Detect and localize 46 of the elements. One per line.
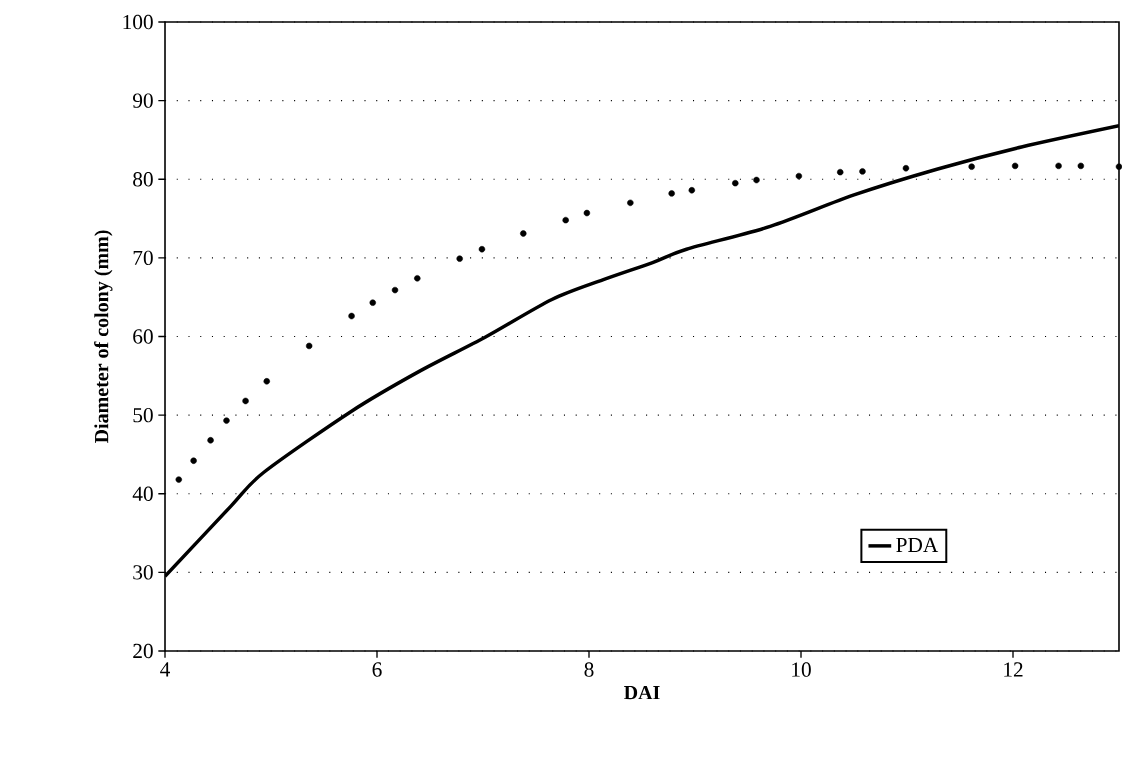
point bbox=[1077, 162, 1085, 170]
y-tick-label: 90 bbox=[132, 93, 153, 108]
y-axis-title: Diameter of colony (mm) bbox=[94, 230, 113, 444]
point bbox=[190, 457, 197, 464]
y-tick-label: 20 bbox=[133, 643, 153, 659]
point bbox=[837, 168, 844, 176]
point bbox=[478, 246, 486, 253]
point bbox=[627, 199, 634, 207]
y-tick-label: 60 bbox=[133, 329, 153, 344]
x-tick-label: 12 bbox=[1004, 662, 1023, 677]
point bbox=[583, 209, 591, 217]
x-tick-label: 6 bbox=[372, 662, 382, 677]
point bbox=[456, 255, 463, 262]
point bbox=[305, 342, 313, 350]
x-tick-label: 4 bbox=[160, 662, 170, 677]
x-tick-label: 8 bbox=[584, 662, 594, 677]
point bbox=[1055, 162, 1062, 170]
point bbox=[968, 163, 975, 170]
point bbox=[902, 165, 910, 172]
y-tick-label: 50 bbox=[133, 407, 153, 423]
point bbox=[688, 187, 696, 194]
y-tick-label: 30 bbox=[133, 565, 153, 580]
x-tick-label: 10 bbox=[792, 662, 811, 677]
point bbox=[242, 397, 249, 405]
point bbox=[520, 230, 527, 237]
y-tick-label: 100 bbox=[123, 14, 153, 30]
y-tick-label: 40 bbox=[132, 486, 153, 501]
point bbox=[414, 275, 421, 282]
point bbox=[348, 312, 355, 320]
point bbox=[795, 172, 803, 180]
point bbox=[562, 216, 569, 224]
point bbox=[175, 476, 182, 483]
y-tick-label: 70 bbox=[133, 250, 153, 266]
point bbox=[207, 437, 214, 444]
point bbox=[223, 417, 230, 424]
point bbox=[732, 179, 739, 187]
point bbox=[263, 378, 270, 385]
point bbox=[1011, 162, 1019, 170]
legend-label: PDA bbox=[896, 537, 939, 552]
point bbox=[859, 168, 866, 175]
point bbox=[369, 299, 376, 306]
point bbox=[753, 176, 760, 184]
point bbox=[668, 190, 675, 197]
y-tick-label: 80 bbox=[133, 172, 153, 187]
x-axis-title: DAI bbox=[624, 685, 660, 700]
point bbox=[391, 286, 399, 294]
